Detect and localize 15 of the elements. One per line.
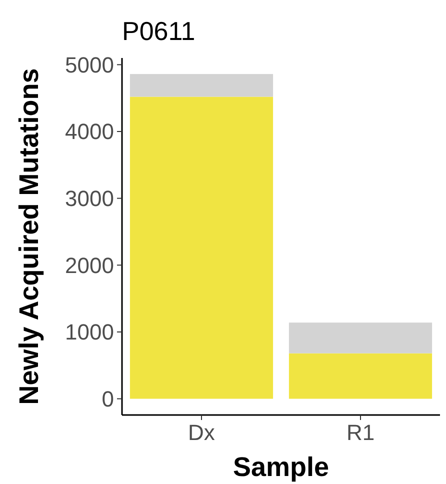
bar [288, 353, 432, 399]
x-axis-title: Sample [232, 452, 330, 482]
y-tick-label: 0 [102, 386, 114, 412]
chart-title: P0611 [122, 16, 196, 46]
y-tick-label: 4000 [65, 119, 114, 144]
bar [130, 96, 274, 399]
bar [130, 74, 274, 97]
y-tick-label: 2000 [65, 252, 114, 278]
x-tick-label: R1 [346, 420, 375, 445]
y-tick-label: 3000 [65, 186, 114, 212]
x-tick-label: Dx [188, 420, 215, 445]
y-tick-label: 1000 [65, 320, 114, 345]
y-tick-label: 5000 [65, 52, 114, 78]
bar [288, 322, 432, 354]
y-axis-title: Newly Acquired Mutations [14, 68, 44, 405]
